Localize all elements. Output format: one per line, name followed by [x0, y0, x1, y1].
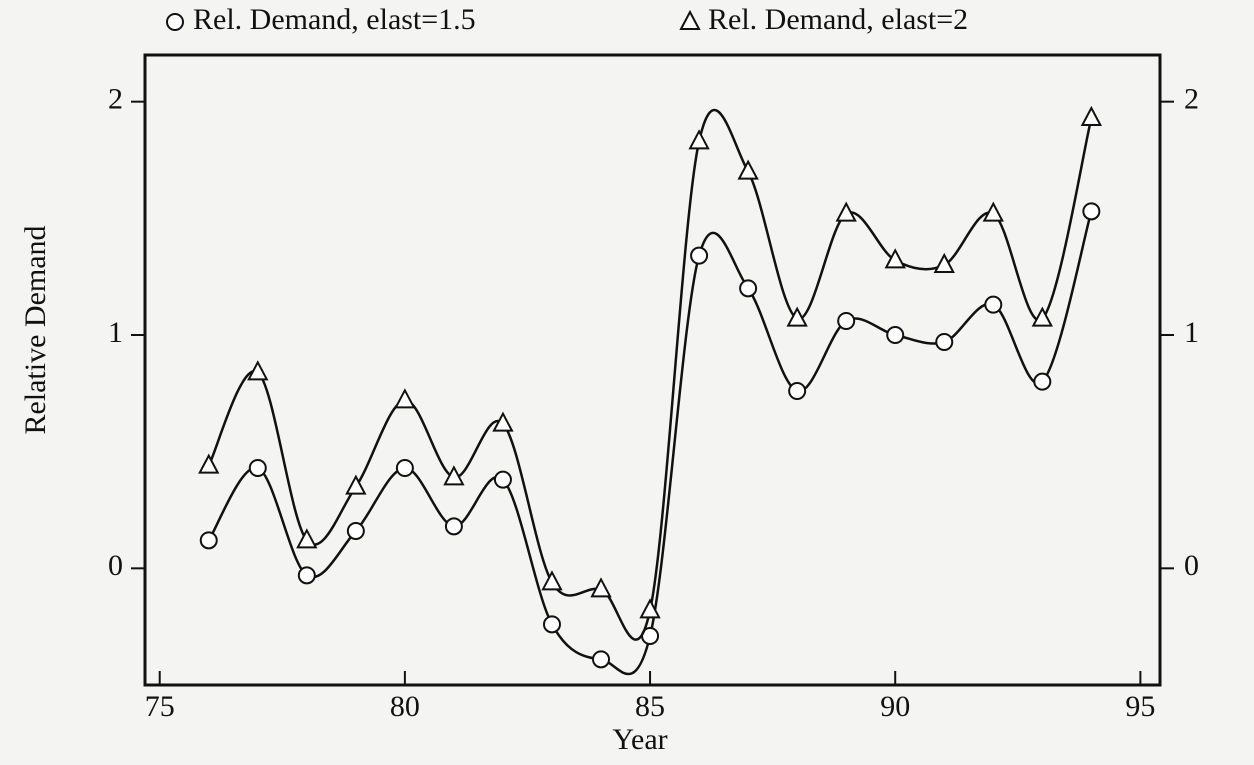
- point: [1033, 372, 1052, 391]
- point: [346, 522, 365, 540]
- point: [592, 650, 611, 669]
- x-tick-label: 75: [145, 690, 175, 723]
- series-line: [207, 108, 1093, 641]
- point: [884, 248, 906, 269]
- plot-frame: [143, 53, 1162, 687]
- point: [837, 312, 856, 330]
- point: [982, 201, 1004, 222]
- point: [395, 459, 414, 477]
- point: [737, 159, 759, 180]
- point: [493, 470, 512, 489]
- x-tick-label: 80: [390, 690, 420, 723]
- legend-marker: [166, 13, 184, 31]
- y-tick-label: 2: [108, 83, 123, 116]
- y2-tick-label: 1: [1184, 316, 1199, 349]
- point: [886, 326, 905, 344]
- point: [248, 459, 267, 477]
- point: [639, 598, 661, 619]
- x-tick-label: 85: [635, 690, 665, 723]
- point: [933, 252, 955, 273]
- x-tick-label: 90: [880, 690, 910, 723]
- point: [296, 528, 318, 549]
- legend-label: Rel. Demand, elast=2: [708, 3, 968, 36]
- point: [590, 577, 612, 598]
- y2-tick-label: 0: [1184, 549, 1199, 582]
- point: [935, 333, 954, 351]
- point: [786, 306, 808, 327]
- y2-tick-label: 2: [1184, 83, 1199, 116]
- point: [688, 129, 710, 150]
- legend-label: Rel. Demand, elast=1.5: [193, 3, 476, 36]
- point: [1080, 105, 1103, 126]
- x-axis-label: Year: [612, 723, 667, 756]
- point: [835, 201, 857, 222]
- point: [198, 453, 220, 474]
- point: [297, 566, 316, 585]
- point: [788, 382, 807, 400]
- point: [1031, 306, 1053, 327]
- point: [443, 465, 465, 486]
- y-tick-label: 0: [108, 549, 123, 582]
- point: [394, 388, 416, 409]
- point: [444, 517, 463, 536]
- x-tick-label: 95: [1125, 690, 1155, 723]
- y-axis-label: Relative Demand: [19, 225, 52, 434]
- point: [542, 615, 561, 634]
- point: [492, 411, 514, 432]
- y-tick-label: 1: [108, 316, 123, 349]
- point: [690, 246, 709, 265]
- point: [1082, 202, 1101, 221]
- point: [345, 474, 367, 495]
- point: [247, 360, 269, 381]
- point: [984, 295, 1003, 314]
- legend-marker: [679, 9, 701, 30]
- point: [541, 570, 563, 591]
- point: [199, 531, 218, 550]
- point: [739, 279, 758, 298]
